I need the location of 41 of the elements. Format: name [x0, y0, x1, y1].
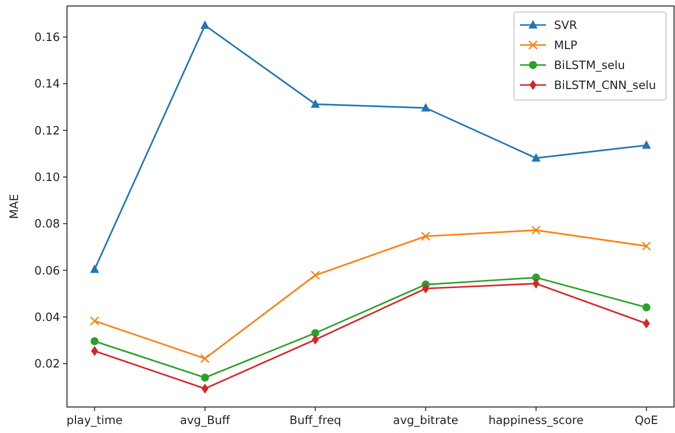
point [90, 316, 100, 326]
x-tick-label: happiness_score [488, 413, 584, 427]
legend-label: BiLSTM_selu [554, 58, 626, 72]
y-tick-label: 0.14 [34, 76, 60, 91]
legend-label: MLP [554, 38, 578, 52]
point [642, 140, 651, 149]
point [311, 329, 320, 338]
x-tick-label: play_time [66, 413, 123, 427]
point [642, 241, 652, 251]
point [531, 226, 541, 235]
point [642, 318, 650, 328]
point [421, 102, 430, 112]
point [200, 374, 209, 382]
x-tick-label: QoE [634, 413, 658, 427]
legend-label: BiLSTM_CNN_selu [554, 78, 656, 92]
y-tick-label: 0.04 [34, 310, 60, 324]
point [200, 20, 210, 29]
point [90, 264, 100, 273]
y-axis-title: MAE [7, 194, 21, 220]
point [642, 303, 650, 312]
point [310, 99, 320, 108]
point [312, 334, 319, 345]
x-tick-label: avg_Buff [180, 413, 232, 427]
y-tick-label: 0.06 [34, 263, 60, 278]
point [422, 283, 430, 294]
point [201, 384, 208, 394]
point [532, 153, 541, 162]
y-tick-label: 0.08 [34, 216, 60, 231]
x-tick-label: avg_bitrate [393, 413, 458, 427]
point [91, 346, 98, 356]
point [532, 278, 540, 289]
y-tick-label: 0.02 [34, 356, 60, 371]
point [200, 354, 210, 364]
point [421, 232, 430, 241]
y-tick-label: 0.16 [34, 30, 60, 44]
legend-label: SVR [554, 18, 578, 32]
y-tick-label: 0.10 [34, 170, 60, 184]
y-tick-label: 0.12 [34, 123, 60, 138]
point [310, 270, 320, 280]
point [90, 337, 99, 346]
x-tick-label: Buff_freq [289, 413, 342, 427]
